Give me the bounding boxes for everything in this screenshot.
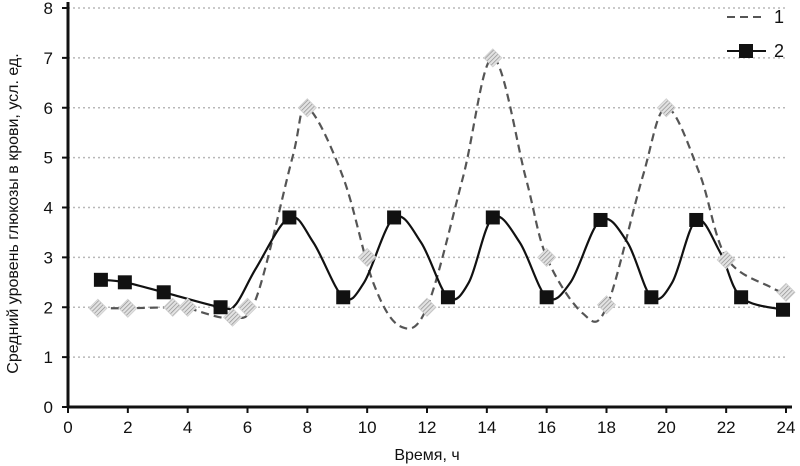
legend-label-1: 1 <box>774 7 784 27</box>
y-tick-label-3: 3 <box>44 248 53 267</box>
series-1-point-10 <box>537 247 557 267</box>
x-tick-label-20: 20 <box>657 418 676 437</box>
x-tick-label-0: 0 <box>63 418 72 437</box>
series-1-point-6 <box>297 98 317 118</box>
x-tick-label-16: 16 <box>537 418 556 437</box>
x-tick-label-18: 18 <box>597 418 616 437</box>
series-2-point-9 <box>539 290 554 305</box>
x-tick-label-24: 24 <box>777 418 796 437</box>
series-1-point-0 <box>88 298 108 318</box>
x-tick-label-22: 22 <box>717 418 736 437</box>
series-2-point-10 <box>593 212 608 227</box>
series-2-point-14 <box>776 302 791 317</box>
x-tick-label-14: 14 <box>477 418 496 437</box>
y-axis-label: Средний уровень глюкозы в крови, усл. ед… <box>5 53 22 373</box>
series-1-point-5 <box>237 297 258 317</box>
y-tick-label-6: 6 <box>44 99 53 118</box>
legend: 1 2 <box>727 7 784 61</box>
legend-marker-2 <box>739 44 753 58</box>
legend-label-2: 2 <box>774 41 784 61</box>
series-1-point-3 <box>178 297 198 317</box>
series-2-point-1 <box>117 275 132 290</box>
series-1-point-13 <box>716 250 736 270</box>
series-2-point-6 <box>387 210 402 225</box>
series-2-point-13 <box>734 290 749 305</box>
series-2-point-7 <box>440 290 455 305</box>
y-tick-label-0: 0 <box>44 398 53 417</box>
series-2-line <box>100 215 784 311</box>
y-tick-label-1: 1 <box>44 348 53 367</box>
y-tick-label-2: 2 <box>44 298 53 317</box>
series-2-point-2 <box>156 285 171 300</box>
x-tick-label-12: 12 <box>418 418 437 437</box>
series-2-point-5 <box>336 290 351 305</box>
series-1-point-11 <box>596 295 617 315</box>
series-1-point-1 <box>118 298 138 318</box>
y-tick-label-7: 7 <box>44 49 53 68</box>
series-2-point-12 <box>689 212 704 227</box>
series-1-line <box>97 56 787 330</box>
series-1-point-12 <box>656 98 676 118</box>
series-1-point-14 <box>776 282 796 302</box>
series-1-point-2 <box>163 297 183 317</box>
y-tick-label-8: 8 <box>44 0 53 18</box>
x-tick-label-6: 6 <box>243 418 252 437</box>
series-1-point-9 <box>483 48 503 68</box>
axes <box>66 2 792 409</box>
series-lines <box>97 56 787 330</box>
series-markers <box>88 48 796 327</box>
y-tick-label-5: 5 <box>44 149 53 168</box>
series-2-point-4 <box>282 210 297 225</box>
x-tick-label-10: 10 <box>358 418 377 437</box>
x-tick-label-2: 2 <box>123 418 132 437</box>
series-2-point-0 <box>93 272 108 287</box>
series-2-point-8 <box>485 210 500 225</box>
series-1-point-7 <box>357 247 377 267</box>
series-2-point-3 <box>213 300 228 315</box>
x-tick-label-4: 4 <box>183 418 192 437</box>
x-tick-label-8: 8 <box>303 418 312 437</box>
series-2-point-11 <box>644 290 659 305</box>
x-axis-label: Время, ч <box>394 447 459 464</box>
y-tick-label-4: 4 <box>44 199 53 218</box>
series-1-point-8 <box>417 297 437 317</box>
